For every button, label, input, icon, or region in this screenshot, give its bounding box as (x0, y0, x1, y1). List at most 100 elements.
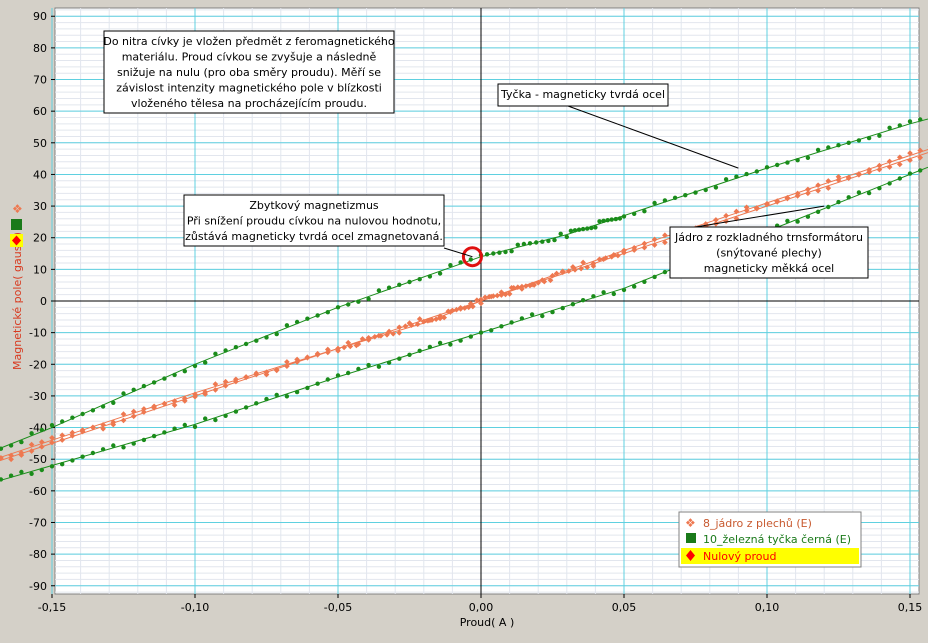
series-2-point (151, 433, 157, 439)
y-tick-labels: 9080706050403020100-10-20-30-40-50-60-70… (29, 10, 55, 593)
series-2-point (775, 162, 780, 168)
series-1-point (651, 236, 658, 243)
series-2-point (397, 282, 402, 287)
series-1-point (141, 406, 147, 412)
series-1-point (502, 291, 509, 298)
series-2-point (335, 305, 341, 310)
annotation-remanence: Zbytkový magnetizmus Při snížení proudu c… (183, 194, 473, 258)
series-2-point (325, 377, 330, 382)
series-1-point (553, 270, 560, 277)
series-1-point (488, 293, 495, 300)
series-2-point (90, 408, 96, 413)
series-2-point (632, 211, 637, 216)
series-2-point (315, 313, 320, 318)
series-2-point (192, 363, 198, 369)
series-2-point (172, 426, 177, 431)
series-2-point (509, 320, 514, 325)
series-2-point (580, 226, 586, 232)
series-2-point (887, 125, 892, 130)
series-2-point (521, 241, 527, 247)
series-1-point (539, 277, 546, 283)
series-1-point (414, 321, 421, 328)
annotation-note-line: materiálu. Proud cívkou se zvyšuje a nás… (122, 51, 377, 64)
series-2-point (836, 199, 841, 205)
series-1-point (341, 344, 347, 351)
legend-series-3-icon (686, 550, 695, 561)
series-2-point (723, 177, 729, 182)
series-2-point (621, 214, 627, 219)
series-2-point (662, 269, 668, 275)
series-2-point (805, 155, 811, 160)
series-2-point (80, 454, 85, 459)
annotation-remanence-line: zůstává magneticky tvrdá ocel zmagnetova… (185, 230, 443, 243)
series-1-point (805, 186, 811, 193)
series-2-point (49, 464, 55, 469)
series-2-point (601, 218, 606, 223)
series-2-point (484, 252, 490, 257)
series-2-point (162, 376, 167, 381)
series-1-point (907, 150, 913, 156)
series-1-point (506, 291, 513, 297)
series-1-point (202, 391, 209, 397)
series-2-point (356, 366, 361, 372)
y-tick-label: -80 (29, 548, 47, 561)
series-1-point (437, 313, 443, 319)
series-2-point (754, 169, 759, 174)
series-1-point (355, 341, 362, 347)
x-axis-label: Proud( A ) (460, 616, 515, 629)
series-2-point (141, 437, 147, 443)
series-2-point (568, 228, 574, 233)
series-2-point (29, 471, 34, 476)
series-2-point (274, 331, 279, 337)
series-2-point (141, 383, 147, 389)
series-1-point (478, 296, 484, 303)
series-layer (0, 117, 928, 482)
series-2-point (386, 360, 392, 365)
y-tick-label: 20 (33, 232, 47, 245)
series-1-point (482, 294, 488, 301)
series-1-point (886, 164, 893, 170)
series-2-point (611, 291, 616, 297)
series-2-point (458, 338, 463, 343)
series-1-point (651, 242, 658, 248)
y-tick-label: 90 (33, 10, 47, 23)
series-2-point (80, 411, 85, 417)
legend-item-series-3: Nulový proud (681, 548, 859, 564)
series-2-point (203, 416, 208, 421)
series-1-point (461, 305, 468, 311)
series-2-point (233, 409, 239, 414)
series-1-point (273, 367, 280, 374)
series-2-point (907, 119, 913, 124)
series-2-point (407, 279, 412, 285)
series-1-point (845, 175, 852, 182)
series-1-point (396, 324, 403, 331)
series-2-point (417, 277, 422, 282)
y-tick-label: -30 (29, 390, 47, 403)
y-tick-label: 30 (33, 200, 47, 213)
series-2-point (49, 423, 55, 428)
y-tick-label: 60 (33, 105, 47, 118)
series-2-point (29, 431, 34, 436)
series-2-point (795, 219, 800, 224)
series-2-point (642, 279, 647, 284)
series-2-point (254, 338, 259, 343)
series-2-point (652, 274, 657, 280)
annotation-jadro: Jádro z rozkladného trnsformátoru (snýtov… (669, 205, 869, 279)
series-2-point (427, 274, 433, 279)
series-1-point (917, 154, 924, 161)
annotations: Do nitra cívky je vložen předmět z ferom… (103, 30, 869, 279)
series-2-point (294, 389, 300, 395)
series-2-point (546, 238, 551, 244)
series-1-point (713, 217, 719, 223)
y-tick-label: -60 (29, 485, 47, 498)
series-2-point (593, 225, 598, 230)
series-1-point (580, 259, 586, 266)
series-2-point (866, 190, 872, 196)
series-2-point (458, 260, 463, 265)
annotation-tycka: Tyčka - magneticky tvrdá ocel (497, 83, 739, 169)
annotation-note-line: Do nitra cívky je vložen předmět z ferom… (103, 35, 395, 48)
series-3-axis-diamond-icon (12, 235, 21, 246)
series-2-point (203, 360, 208, 365)
annotation-note-box (103, 30, 395, 114)
series-2-point (866, 135, 872, 141)
